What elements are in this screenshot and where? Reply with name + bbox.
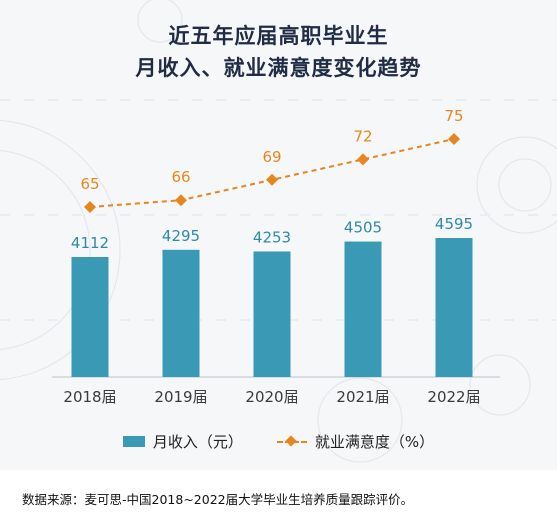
point-satisfaction — [84, 201, 96, 213]
x-tick-label: 2019届 — [154, 388, 207, 406]
x-tick-label: 2021届 — [336, 388, 389, 406]
point-satisfaction — [266, 173, 278, 186]
bar-income — [71, 257, 109, 377]
point-value-label: 66 — [171, 168, 190, 186]
legend-swatch-income — [122, 436, 145, 447]
bar-value-label: 4505 — [344, 219, 382, 237]
bar-income — [253, 251, 291, 377]
point-value-label: 75 — [444, 107, 463, 125]
bar-income — [435, 238, 473, 377]
legend-item-satisfaction: 就业满意度（%） — [276, 431, 435, 452]
bar-income — [162, 249, 200, 377]
x-tick-label: 2018届 — [63, 388, 116, 406]
bar-value-label: 4295 — [162, 227, 200, 245]
data-source-note: 数据来源：麦可思-中国2018~2022届大学毕业生培养质量跟踪评价。 — [22, 492, 414, 507]
chart-legend: 月收入（元） 就业满意度（%） — [0, 431, 557, 452]
bar-value-label: 4112 — [71, 234, 109, 252]
point-satisfaction — [448, 133, 460, 145]
legend-item-income: 月收入（元） — [122, 431, 243, 452]
bar-value-label: 4253 — [253, 228, 291, 246]
legend-swatch-satisfaction — [276, 436, 307, 448]
point-value-label: 69 — [262, 148, 281, 166]
point-satisfaction — [357, 153, 369, 166]
point-satisfaction — [175, 194, 187, 207]
point-value-label: 72 — [353, 127, 372, 145]
chart-title-line-2: 月收入、就业满意度变化趋势 — [135, 56, 422, 80]
bar-value-label: 4595 — [435, 215, 473, 233]
legend-label-income: 月收入（元） — [152, 433, 243, 451]
x-tick-label: 2022届 — [427, 388, 480, 406]
point-value-label: 65 — [80, 175, 99, 193]
x-tick-label: 2020届 — [245, 388, 298, 406]
chart-title-line-1: 近五年应届高职毕业生 — [168, 24, 389, 48]
legend-label-satisfaction: 就业满意度（%） — [314, 433, 435, 451]
bar-income — [344, 241, 382, 377]
